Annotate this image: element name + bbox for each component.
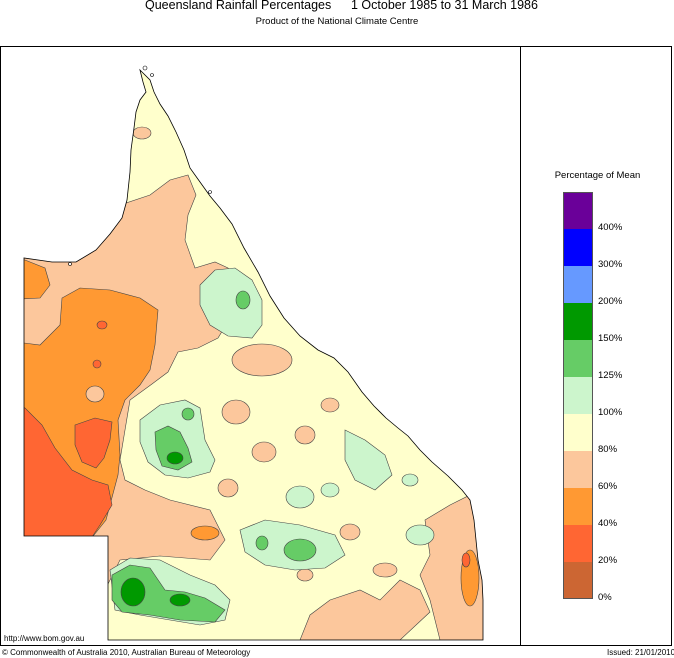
- zone-125-150-southcentral: [283, 538, 317, 562]
- zone-60-80-patch-g: [296, 568, 314, 582]
- zone-100-125-patch-b: [405, 524, 435, 546]
- zone-60-80-central: [231, 343, 293, 377]
- map-frame: [0, 46, 672, 646]
- zone-125-150-spot-b: [255, 535, 269, 551]
- legend-label: 20%: [598, 555, 618, 566]
- map-title: Queensland Rainfall Percentages 1 Octobe…: [0, 0, 674, 14]
- legend-swatch: [563, 340, 593, 377]
- zone-100-125-east: [344, 429, 393, 491]
- title-text: Queensland Rainfall Percentages: [145, 0, 332, 12]
- footer-url[interactable]: http://www.bom.gov.au: [4, 634, 85, 643]
- zone-40-60-south-patch: [190, 525, 220, 541]
- legend-swatch: [563, 229, 593, 266]
- zone-60-80-south: [299, 579, 431, 640]
- zone-100-125-patch-d: [401, 473, 419, 487]
- zone-60-80-patch-e: [294, 425, 316, 445]
- legend-swatch: [563, 525, 593, 562]
- zone-125-150-spot: [181, 407, 195, 421]
- zone-150-200-south: [120, 577, 146, 607]
- island-north-b: [150, 73, 154, 77]
- zone-20-40-spot-b: [92, 359, 102, 369]
- zone-60-80-cape: [132, 126, 152, 140]
- zone-100-125-patch-a: [285, 485, 315, 509]
- legend-swatch: [563, 451, 593, 488]
- legend-label: 150%: [598, 333, 623, 344]
- zone-60-80-island: [85, 385, 105, 403]
- island-east: [208, 190, 212, 194]
- zone-125-150-north: [235, 290, 251, 310]
- legend-swatch: [563, 266, 593, 303]
- legend-swatch: [563, 488, 593, 525]
- zone-125-150-south: [111, 564, 226, 623]
- island-north: [142, 65, 148, 71]
- island-gulf: [68, 262, 72, 266]
- legend-label: 300%: [598, 259, 623, 270]
- zone-60-80-patch-f: [339, 523, 361, 541]
- zone-60-80-patch-b: [251, 441, 277, 463]
- legend-swatch: [563, 562, 593, 599]
- zone-40-60-northwest: [24, 254, 51, 301]
- legend-label: 100%: [598, 407, 623, 418]
- legend-divider: [520, 46, 521, 646]
- queensland-outline: [23, 68, 484, 641]
- legend-label: 200%: [598, 296, 623, 307]
- legend-swatch: [563, 303, 593, 340]
- legend-swatch: [563, 377, 593, 414]
- zone-60-80-patch-c: [217, 478, 239, 498]
- zone-60-80-patch-a: [221, 399, 251, 425]
- zone-20-40-west-lobe: [74, 417, 113, 469]
- period-text: 1 October 1985 to 31 March 1986: [351, 0, 538, 12]
- zone-20-40-spot-c: [461, 552, 471, 568]
- zone-60-80-patch-d: [320, 397, 340, 413]
- legend-title: Percentage of Mean: [554, 170, 641, 181]
- legend-swatch: [563, 414, 593, 451]
- rainfall-zones: [24, 70, 483, 640]
- footer-copyright: © Commonwealth of Australia 2010, Austra…: [2, 648, 251, 657]
- legend-label: 60%: [598, 481, 618, 492]
- map-subtitle: Product of the National Climate Centre: [255, 16, 419, 27]
- zone-150-200-south-b: [169, 593, 191, 607]
- legend-label: 40%: [598, 518, 618, 529]
- zone-60-80-patch-h: [372, 562, 398, 578]
- zone-20-40-spot-a: [96, 320, 108, 330]
- zone-150-200-central: [166, 451, 184, 465]
- legend-swatch: [563, 192, 593, 229]
- legend-label: 125%: [598, 370, 623, 381]
- zone-100-125-patch-c: [320, 482, 340, 498]
- legend-label: 0%: [598, 592, 612, 603]
- footer-issued: Issued: 21/01/2010: [607, 648, 674, 657]
- legend-label: 80%: [598, 444, 618, 455]
- legend-label: 400%: [598, 222, 623, 233]
- zone-100-125-north: [199, 267, 263, 339]
